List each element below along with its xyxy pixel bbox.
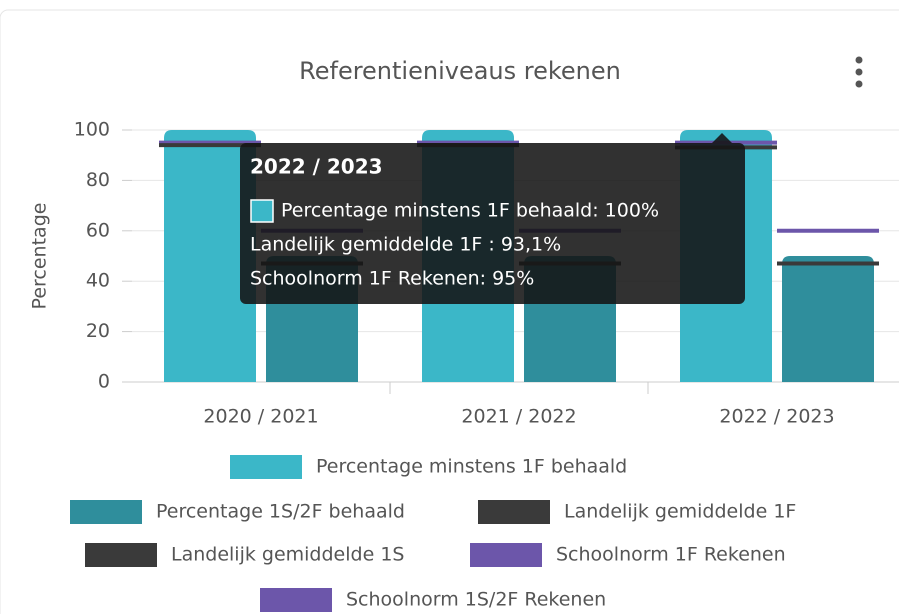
legend-item[interactable]: Landelijk gemiddelde 1F	[478, 500, 796, 524]
tooltip-line: Landelijk gemiddelde 1F : 93,1%	[250, 234, 561, 256]
legend-swatch	[470, 543, 542, 567]
legend-label: Landelijk gemiddelde 1F	[564, 501, 796, 523]
tooltip-arrow	[712, 133, 732, 143]
legend-swatch	[85, 543, 157, 567]
legend-item[interactable]: Percentage minstens 1F behaald	[230, 455, 627, 479]
menu-dot[interactable]	[855, 56, 863, 64]
x-tick-label: 2022 / 2023	[719, 406, 834, 428]
legend-label: Landelijk gemiddelde 1S	[171, 544, 404, 566]
legend-swatch	[260, 588, 332, 612]
legend-item[interactable]: Schoolnorm 1F Rekenen	[470, 543, 786, 567]
legend-swatch	[70, 500, 142, 524]
bar	[782, 256, 874, 382]
tooltip-line: Percentage minstens 1F behaald: 100%	[281, 200, 659, 222]
y-tick-label: 80	[86, 169, 110, 191]
legend-item[interactable]: Landelijk gemiddelde 1S	[85, 543, 404, 567]
tooltip-line: Schoolnorm 1F Rekenen: 95%	[250, 268, 534, 290]
y-tick-label: 100	[74, 119, 110, 141]
legend-label: Percentage minstens 1F behaald	[316, 456, 627, 478]
y-tick-label: 20	[86, 320, 110, 342]
menu-button[interactable]	[855, 56, 863, 88]
tooltip-title: 2022 / 2023	[250, 155, 383, 179]
bar	[164, 130, 256, 382]
tooltip: 2022 / 2023 Percentage minstens 1F behaal…	[240, 133, 745, 304]
legend-label: Schoolnorm 1F Rekenen	[556, 544, 786, 566]
chart-title: Referentieniveaus rekenen	[299, 57, 621, 85]
menu-dot[interactable]	[855, 68, 863, 76]
legend-swatch	[478, 500, 550, 524]
y-tick-label: 60	[86, 219, 110, 241]
tooltip-swatch	[250, 199, 274, 223]
legend-label: Percentage 1S/2F behaald	[156, 501, 405, 523]
legend-item[interactable]: Percentage 1S/2F behaald	[70, 500, 405, 524]
y-tick-label: 40	[86, 270, 110, 292]
legend-swatch	[230, 455, 302, 479]
legend-label: Schoolnorm 1S/2F Rekenen	[346, 589, 606, 611]
x-tick-label: 2020 / 2021	[203, 406, 318, 428]
y-axis-label: Percentage	[29, 203, 51, 310]
legend-item[interactable]: Schoolnorm 1S/2F Rekenen	[260, 588, 606, 612]
menu-dot[interactable]	[855, 80, 863, 88]
tooltip-box	[240, 143, 745, 304]
y-tick-label: 0	[98, 371, 110, 393]
x-tick-label: 2021 / 2022	[461, 406, 576, 428]
